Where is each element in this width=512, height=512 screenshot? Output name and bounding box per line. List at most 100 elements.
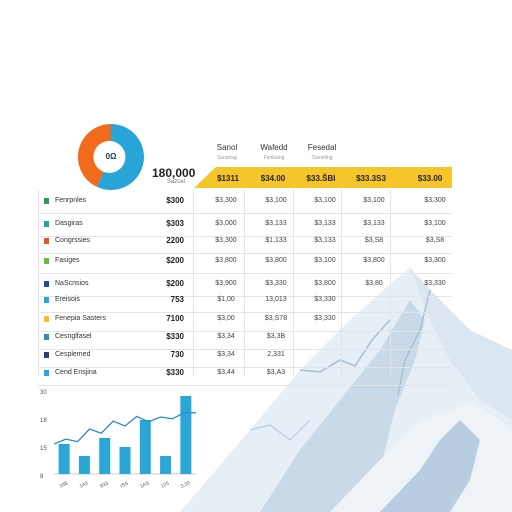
mini-bar-line-chart: 30 18 15 8 33$ 1A5 833 ISS 1AS 125 3.20 [40,390,196,490]
row-amount: $330 [166,368,184,377]
table-cell: $3,133 [363,220,385,227]
table-cell: $3,800 [215,257,237,264]
column-subtitle: Scnarlag [217,155,237,161]
table-row[interactable]: NaScnsios $200 $3,900 $3,330 $3,800 $3,80 $3,3… [38,273,452,297]
table-cell: $3,300 [215,197,237,204]
row-amount: 2200 [166,236,184,245]
row-name: Fenepia Sasters [55,315,106,322]
column-header-wafedd[interactable]: Wafedd Fnnlaang [246,143,302,161]
table-row[interactable]: Congrssies 2200 $3,300 $1,133 $3,133 $3,S8 $3,… [38,230,452,254]
row-name: Cesplemed [55,351,91,358]
table-cell: $3,900 [215,280,237,287]
row-color-swatch [44,352,49,358]
table-cell: $3,3B [266,333,286,340]
table-row[interactable]: Cend Ensjina $330 $3,44 $3,A3 [38,362,452,386]
row-amount: $300 [166,196,184,205]
row-name: Cesnglfasel [55,333,92,340]
chart-bar [78,456,90,474]
chart-bar [119,447,131,474]
table-cell: $3,300 [424,257,446,264]
column-title: Sanol [216,143,238,152]
row-amount: 7100 [166,314,184,323]
column-title: Wafedd [260,143,288,152]
x-tick-label: 1A5 [79,480,90,489]
y-tick-label: 18 [40,418,47,424]
column-header-sanol[interactable]: Sanol Scnarlag [199,143,255,161]
row-amount: $200 [166,256,184,265]
table-cell: $3,330 [314,315,336,322]
table-cell: $3,100 [314,197,336,204]
row-name: NaScnsios [55,280,89,287]
row-color-swatch [44,258,49,264]
table-cell: $3,300 [215,237,237,244]
column-subtitle: Fnnlaang [263,155,285,161]
table-cell: $3,133 [265,220,287,227]
table-cell: $3,00 [217,315,235,322]
column-divider [193,190,194,376]
table-cell: $1,00 [217,296,235,303]
table-cell: $3,S78 [264,315,288,322]
table-cell: $3,000 [215,220,237,227]
donut-slice-orange [78,124,111,187]
donut-chart [78,124,144,190]
table-row[interactable]: Fenepia Sasters 7100 $3,00 $3,S78 $3,330 [38,308,452,332]
table-cell: $1,133 [265,237,287,244]
x-tick-label: 1AS [139,480,151,490]
y-tick-label: 15 [40,446,47,452]
row-name: Congrssies [55,237,91,244]
table-cell: $3,S8 [425,237,445,244]
header-total: $33.ŠBI [306,174,336,183]
table-cell: 13,013 [265,296,287,303]
chart-bar [160,456,172,474]
header-total: $34.00 [260,174,286,183]
x-tick-label: 33$ [59,481,69,490]
row-amount: 753 [170,295,184,304]
x-tick-label: 3.20 [180,480,192,490]
row-name: Ereisois [55,296,80,303]
table-cell: $3,44 [217,369,235,376]
row-color-swatch [44,238,49,244]
row-color-swatch [44,334,49,340]
table-row[interactable]: Cesnglfasel $330 $3,34 $3,3B [38,326,452,350]
table-cell: $3,80 [365,280,383,287]
data-table [38,190,453,376]
table-row[interactable]: Dasgiras $303 $3,000 $3,133 $3,133 $3,133 $3,1… [38,213,452,237]
x-tick-label: 125 [160,481,170,490]
table-cell: $3,800 [314,280,336,287]
row-amount: $303 [166,219,184,228]
table-cell: $3,800 [265,257,287,264]
table-row[interactable]: Ereisois 753 $1,00 13,013 $3,330 [38,289,452,313]
row-amount: 730 [170,350,184,359]
column-divider [244,190,245,376]
table-cell: $3,330 [265,280,287,287]
row-color-swatch [44,198,49,204]
table-cell: $3,800 [363,257,385,264]
table-cell: $3,S8 [364,237,384,244]
kpi-total-value: 180,000 [152,166,196,180]
column-divider [293,190,294,376]
row-amount: $200 [166,279,184,288]
x-tick-label: ISS [120,480,130,489]
y-tick-label: 30 [40,390,47,396]
table-row[interactable]: Cesplemed 730 $3,34 2,331 [38,344,452,368]
header-total: $33.00 [417,174,443,183]
header-total: $33.3S3 [356,174,386,183]
chart-bar [180,396,192,474]
row-color-swatch [44,370,49,376]
table-row[interactable]: Fasiges $200 $3,800 $3,800 $3,100 $3,800 $3,30… [38,250,452,274]
header-total: $1311 [217,174,239,183]
row-name: Dasgiras [55,220,83,227]
row-name: Fasiges [55,257,80,264]
table-cell: $3,330 [424,280,446,287]
column-header-fesedal[interactable]: Fesedal Tasneling [294,143,350,161]
row-name: Cend Ensjina [55,369,97,376]
table-row[interactable]: Fenrpnles $300 $3,300 $3,100 $3,100 $3,100 $3,… [38,190,452,214]
table-cell: $3,A3 [266,369,286,376]
donut-slice-blue [97,124,144,190]
chart-trend-line [53,412,196,445]
table-cell: $3,100 [265,197,287,204]
row-color-swatch [44,297,49,303]
column-divider [390,190,391,376]
chart-bar [99,438,111,474]
